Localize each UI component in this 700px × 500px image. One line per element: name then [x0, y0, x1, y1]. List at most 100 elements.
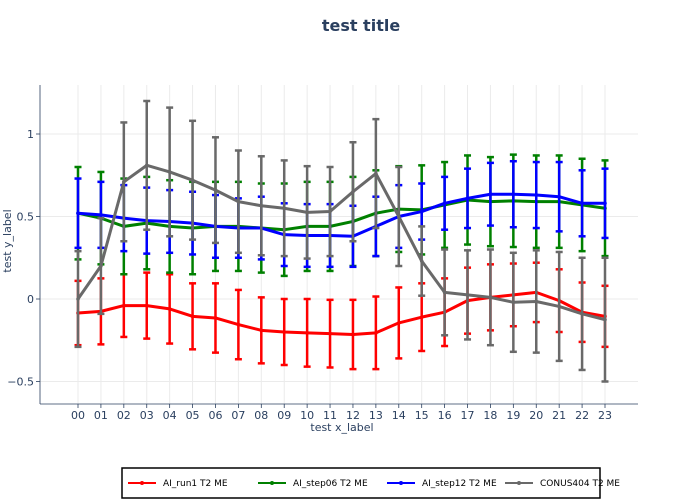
x-tick-label: 07 [231, 409, 245, 422]
data-point [465, 196, 470, 201]
x-tick-label: 06 [208, 409, 222, 422]
x-tick-label: 19 [506, 409, 520, 422]
x-tick-label: 15 [415, 409, 429, 422]
data-point [511, 192, 516, 197]
data-point [442, 290, 447, 295]
y-axis-label: test y_label [1, 209, 14, 272]
data-point [305, 331, 309, 335]
x-tick-label: 22 [575, 409, 589, 422]
data-point [236, 322, 241, 327]
series-line [77, 198, 606, 232]
chart-title: test title [322, 16, 401, 35]
x-tick-label: 11 [323, 409, 337, 422]
x-tick-label: 21 [552, 409, 566, 422]
x-tick-label: 17 [461, 409, 475, 422]
data-point [328, 209, 332, 214]
x-axis-label: test x_label [310, 421, 373, 434]
data-point [190, 314, 195, 319]
data-point [374, 331, 378, 335]
data-point [419, 315, 424, 319]
data-point [282, 206, 287, 211]
series-line [77, 192, 605, 238]
data-point [99, 264, 103, 268]
axes [39, 85, 638, 405]
series-line [76, 163, 606, 322]
data-point [122, 303, 126, 308]
x-tick-label: 20 [529, 409, 543, 422]
legend-label: AI_run1 T2 ME [163, 479, 228, 489]
data-point [419, 259, 424, 263]
data-point [236, 199, 241, 204]
data-point [328, 331, 332, 336]
x-tick-label: 02 [117, 409, 131, 422]
legend-marker [270, 481, 274, 485]
y-tick-label: −0.5 [7, 376, 34, 389]
data-point [557, 194, 561, 199]
data-point [190, 178, 195, 182]
series-line [77, 290, 606, 336]
data-point [213, 316, 218, 320]
data-point [511, 300, 516, 305]
data-point [282, 330, 287, 334]
x-tick-labels: 00 01 02 03 04 05 06 07 08 09 10 11 12 13 14 15 16 17 18 19… [71, 404, 612, 422]
x-tick-label: 00 [71, 409, 85, 422]
legend-items: AI_run1 T2 ME AI_step06 T2 ME AI_step12 T2… [128, 479, 620, 489]
y-tick-label: 0 [27, 293, 34, 306]
data-point [419, 209, 424, 214]
data-point [167, 170, 172, 174]
data-point [167, 307, 172, 311]
data-point [259, 203, 264, 208]
legend-label: AI_step06 T2 ME [293, 479, 368, 489]
data-point [580, 312, 584, 316]
x-tick-label: 23 [598, 409, 612, 422]
data-point [580, 201, 584, 206]
x-tick-label: 08 [254, 409, 268, 422]
data-point [76, 297, 80, 301]
legend: AI_run1 T2 ME AI_step06 T2 ME AI_step12 T2… [121, 467, 620, 499]
data-point [488, 192, 493, 197]
data-point [351, 332, 355, 337]
x-tick-label: 05 [186, 409, 200, 422]
data-point [465, 293, 470, 297]
legend-marker [140, 481, 144, 485]
legend-marker [399, 481, 403, 485]
x-tick-label: 03 [140, 409, 154, 422]
data-point [603, 201, 607, 206]
y-tick-label: 0.5 [17, 211, 35, 224]
data-point [144, 303, 149, 308]
x-tick-label: 16 [438, 409, 452, 422]
series-group [74, 99, 609, 383]
data-point [351, 189, 355, 194]
legend-label: CONUS404 T2 ME [540, 479, 620, 489]
data-point [144, 163, 149, 168]
data-point [534, 193, 539, 197]
x-tick-label: 18 [483, 409, 497, 422]
x-tick-label: 13 [369, 409, 383, 422]
data-point [122, 180, 126, 184]
legend-marker [517, 481, 521, 485]
data-point [603, 317, 607, 322]
series [74, 261, 609, 371]
x-tick-label: 09 [277, 409, 291, 422]
legend-label: AI_step12 T2 ME [422, 479, 497, 489]
data-point [488, 295, 493, 300]
x-tick-label: 10 [300, 409, 314, 422]
data-point [396, 321, 401, 325]
data-point [76, 211, 80, 215]
series [74, 99, 609, 383]
data-point [305, 210, 309, 215]
data-point [374, 171, 378, 176]
data-point [213, 188, 218, 192]
data-point [534, 299, 539, 304]
y-tick-label: 1 [27, 128, 34, 141]
data-point [557, 304, 561, 309]
x-tick-label: 01 [94, 409, 108, 422]
x-tick-label: 14 [392, 409, 406, 422]
x-tick-label: 04 [163, 409, 177, 422]
data-point [259, 328, 264, 333]
data-point [99, 213, 103, 217]
data-point [442, 201, 447, 206]
y-tick-labels: −0.5 0 0.5 1 [7, 128, 40, 389]
data-point [396, 214, 401, 219]
